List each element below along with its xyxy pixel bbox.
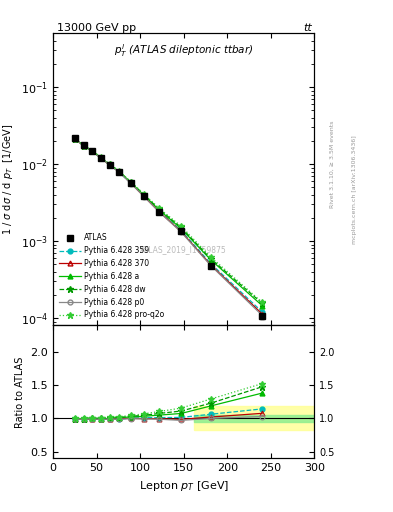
Pythia 6.428 p0 xyxy=(107,162,112,168)
Pythia 6.428 pro-q2o xyxy=(81,142,86,148)
X-axis label: Lepton $p_T$ [GeV]: Lepton $p_T$ [GeV] xyxy=(139,479,229,493)
Pythia 6.428 359 xyxy=(81,143,86,149)
Pythia 6.428 p0 xyxy=(90,148,95,154)
Pythia 6.428 359 xyxy=(129,180,133,186)
Pythia 6.428 dw xyxy=(90,147,95,154)
Text: 13000 GeV pp: 13000 GeV pp xyxy=(57,23,136,33)
Pythia 6.428 p0 xyxy=(129,180,133,186)
Pythia 6.428 pro-q2o xyxy=(179,223,184,229)
Pythia 6.428 p0 xyxy=(157,209,162,215)
Y-axis label: 1 / $\sigma$ d$\sigma$ / d $p_T$  [1/GeV]: 1 / $\sigma$ d$\sigma$ / d $p_T$ [1/GeV] xyxy=(1,123,15,235)
Pythia 6.428 370 xyxy=(81,143,86,149)
Pythia 6.428 370 xyxy=(107,162,112,168)
Pythia 6.428 359 xyxy=(90,148,95,154)
Pythia 6.428 359 xyxy=(142,193,147,199)
Pythia 6.428 a xyxy=(208,257,213,263)
Pythia 6.428 a xyxy=(179,225,184,231)
Pythia 6.428 pro-q2o xyxy=(142,191,147,197)
Pythia 6.428 dw xyxy=(260,300,264,306)
Pythia 6.428 370 xyxy=(72,136,77,142)
Pythia 6.428 p0 xyxy=(81,143,86,149)
Pythia 6.428 a xyxy=(107,162,112,168)
Line: Pythia 6.428 a: Pythia 6.428 a xyxy=(72,136,264,308)
Pythia 6.428 p0 xyxy=(208,263,213,269)
Pythia 6.428 dw xyxy=(99,155,103,161)
Pythia 6.428 dw xyxy=(129,179,133,185)
Pythia 6.428 dw xyxy=(208,255,213,262)
Pythia 6.428 pro-q2o xyxy=(117,168,121,174)
Pythia 6.428 pro-q2o xyxy=(72,135,77,141)
Bar xyxy=(194,407,314,431)
Pythia 6.428 pro-q2o xyxy=(99,154,103,160)
Pythia 6.428 dw xyxy=(81,142,86,148)
Pythia 6.428 p0 xyxy=(179,229,184,235)
Pythia 6.428 p0 xyxy=(117,169,121,176)
Pythia 6.428 pro-q2o xyxy=(208,254,213,260)
Text: $p_T^l$ (ATLAS dileptonic ttbar): $p_T^l$ (ATLAS dileptonic ttbar) xyxy=(114,42,253,59)
Pythia 6.428 dw xyxy=(142,192,147,198)
Pythia 6.428 359 xyxy=(99,155,103,161)
Pythia 6.428 p0 xyxy=(99,155,103,161)
Pythia 6.428 dw xyxy=(157,206,162,212)
Pythia 6.428 370 xyxy=(157,209,162,215)
Pythia 6.428 359 xyxy=(208,261,213,267)
Pythia 6.428 a xyxy=(260,303,264,309)
Pythia 6.428 359 xyxy=(117,169,121,176)
Line: Pythia 6.428 370: Pythia 6.428 370 xyxy=(72,136,264,316)
Pythia 6.428 pro-q2o xyxy=(157,205,162,211)
Pythia 6.428 359 xyxy=(157,208,162,215)
Pythia 6.428 p0 xyxy=(142,194,147,200)
Pythia 6.428 a xyxy=(117,168,121,175)
Text: tt: tt xyxy=(304,23,312,33)
Pythia 6.428 370 xyxy=(99,155,103,161)
Pythia 6.428 a xyxy=(129,180,133,186)
Pythia 6.428 370 xyxy=(208,262,213,268)
Pythia 6.428 a xyxy=(142,193,147,199)
Pythia 6.428 370 xyxy=(90,148,95,154)
Line: Pythia 6.428 dw: Pythia 6.428 dw xyxy=(72,136,265,307)
Pythia 6.428 dw xyxy=(72,136,77,142)
Pythia 6.428 pro-q2o xyxy=(260,299,264,305)
Pythia 6.428 359 xyxy=(179,227,184,233)
Text: mcplots.cern.ch [arXiv:1306.3436]: mcplots.cern.ch [arXiv:1306.3436] xyxy=(352,135,357,244)
Pythia 6.428 370 xyxy=(179,228,184,234)
Pythia 6.428 370 xyxy=(117,169,121,175)
Pythia 6.428 dw xyxy=(117,168,121,175)
Pythia 6.428 370 xyxy=(129,180,133,186)
Pythia 6.428 pro-q2o xyxy=(129,179,133,185)
Y-axis label: Ratio to ATLAS: Ratio to ATLAS xyxy=(15,356,25,428)
Pythia 6.428 359 xyxy=(72,136,77,142)
Pythia 6.428 p0 xyxy=(72,136,77,142)
Text: Rivet 3.1.10, ≥ 3.5M events: Rivet 3.1.10, ≥ 3.5M events xyxy=(330,120,335,207)
Pythia 6.428 359 xyxy=(260,309,264,315)
Legend: ATLAS, Pythia 6.428 359, Pythia 6.428 370, Pythia 6.428 a, Pythia 6.428 dw, Pyth: ATLAS, Pythia 6.428 359, Pythia 6.428 37… xyxy=(57,231,166,322)
Pythia 6.428 pro-q2o xyxy=(90,147,95,154)
Pythia 6.428 a xyxy=(72,136,77,142)
Pythia 6.428 370 xyxy=(260,311,264,317)
Pythia 6.428 dw xyxy=(107,161,112,167)
Pythia 6.428 370 xyxy=(142,194,147,200)
Bar xyxy=(194,415,314,422)
Pythia 6.428 a xyxy=(157,207,162,213)
Pythia 6.428 dw xyxy=(179,224,184,230)
Pythia 6.428 359 xyxy=(107,162,112,168)
Pythia 6.428 a xyxy=(90,148,95,154)
Pythia 6.428 pro-q2o xyxy=(107,161,112,167)
Text: ATLAS_2019_I1759875: ATLAS_2019_I1759875 xyxy=(140,245,227,254)
Pythia 6.428 a xyxy=(81,142,86,148)
Pythia 6.428 p0 xyxy=(260,312,264,318)
Line: Pythia 6.428 359: Pythia 6.428 359 xyxy=(72,136,264,314)
Line: Pythia 6.428 p0: Pythia 6.428 p0 xyxy=(72,136,264,318)
Pythia 6.428 a xyxy=(99,155,103,161)
Line: Pythia 6.428 pro-q2o: Pythia 6.428 pro-q2o xyxy=(72,135,265,305)
